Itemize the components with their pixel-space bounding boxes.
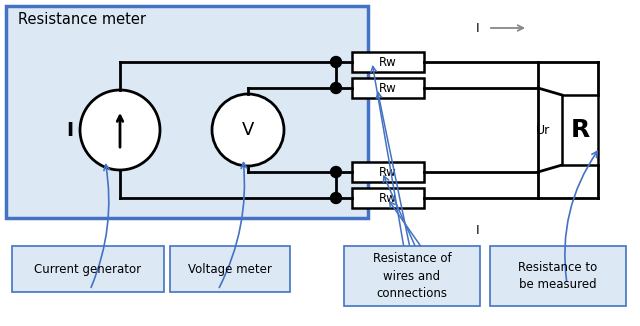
Text: I: I [476,224,480,236]
FancyBboxPatch shape [344,246,480,306]
FancyBboxPatch shape [170,246,290,292]
Circle shape [330,167,342,177]
Text: Rw: Rw [379,191,397,204]
FancyBboxPatch shape [352,52,424,72]
Text: I: I [476,22,480,35]
Text: Rw: Rw [379,82,397,95]
Circle shape [212,94,284,166]
FancyBboxPatch shape [562,95,598,165]
Text: Rw: Rw [379,166,397,179]
FancyBboxPatch shape [352,162,424,182]
Circle shape [330,192,342,203]
FancyBboxPatch shape [352,78,424,98]
Circle shape [330,82,342,94]
FancyBboxPatch shape [352,188,424,208]
FancyBboxPatch shape [6,6,368,218]
Text: Voltage meter: Voltage meter [188,262,272,275]
Text: Resistance of
wires and
connections: Resistance of wires and connections [372,252,451,300]
Text: R: R [570,118,589,142]
Text: V: V [242,121,254,139]
Circle shape [80,90,160,170]
FancyBboxPatch shape [12,246,164,292]
Text: Resistance meter: Resistance meter [18,12,146,27]
Text: I: I [67,121,74,140]
Text: Resistance to
be measured: Resistance to be measured [518,261,598,291]
Text: Rw: Rw [379,55,397,68]
Circle shape [330,56,342,67]
Text: Current generator: Current generator [35,262,141,275]
Text: Ur: Ur [536,124,550,137]
FancyBboxPatch shape [490,246,626,306]
